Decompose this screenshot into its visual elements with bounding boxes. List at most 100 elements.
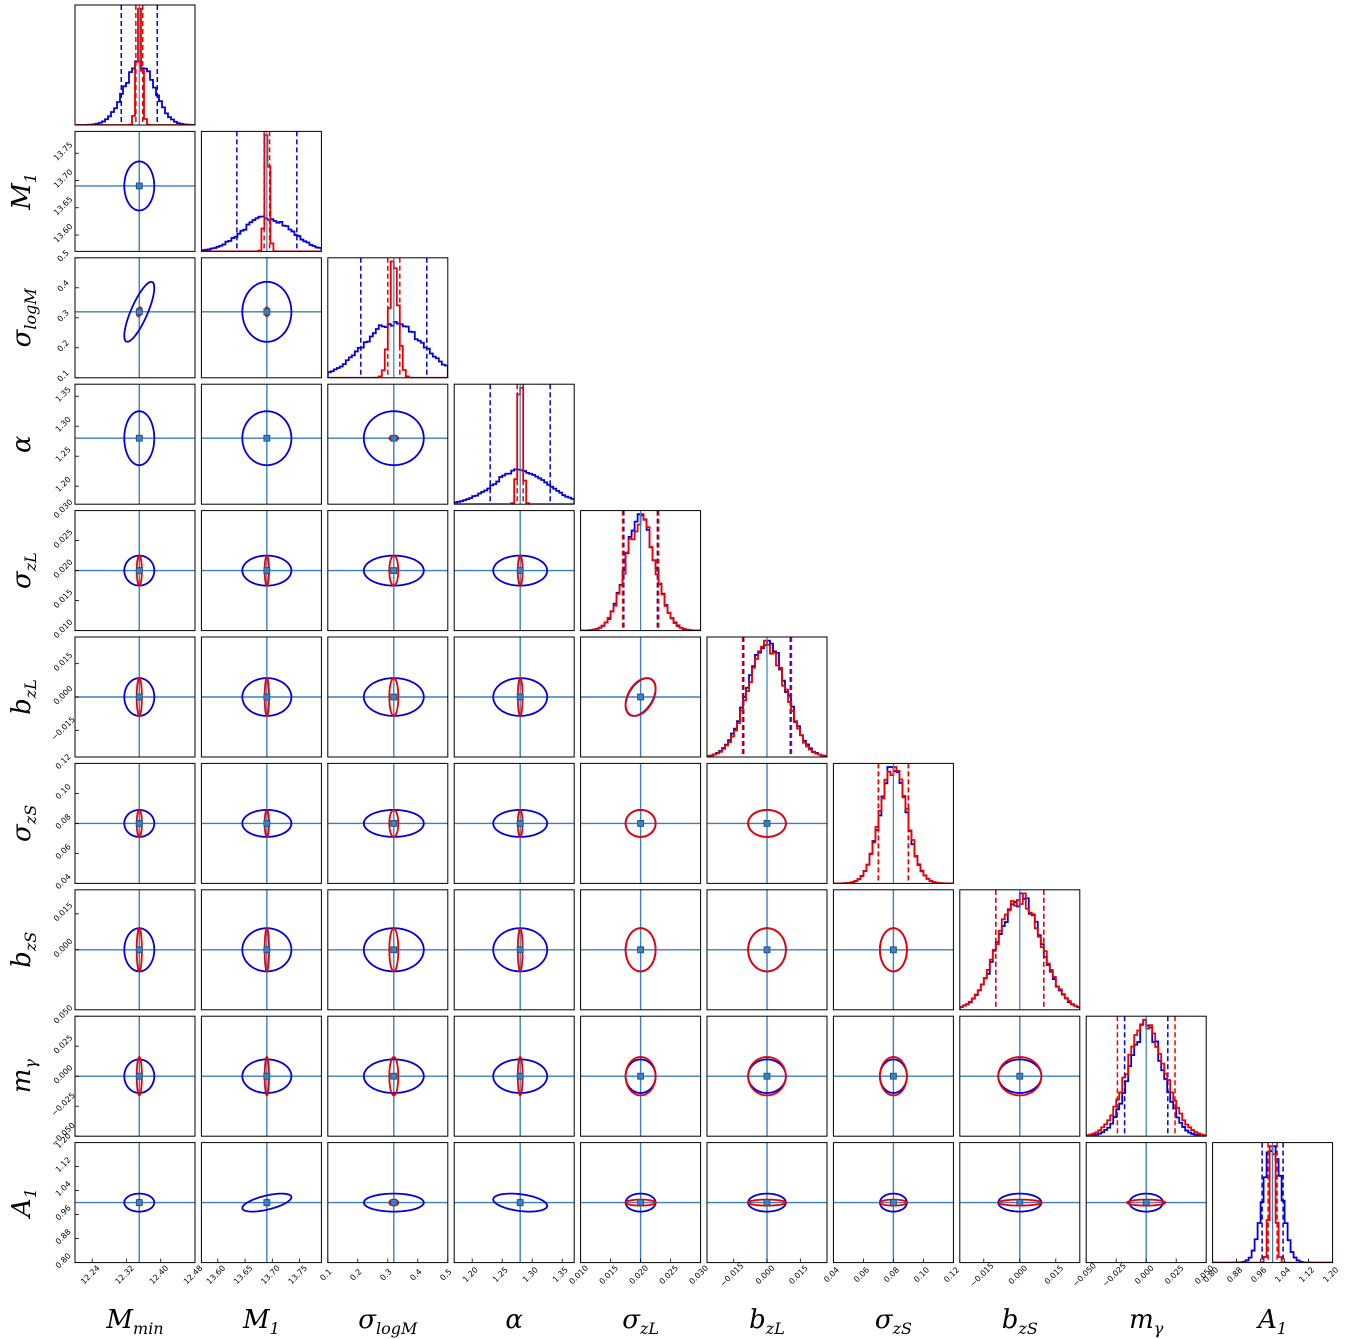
fiducial-marker (516, 567, 524, 574)
contour-panel-sigma_zS-vs-alpha (453, 762, 575, 884)
x-axis-label-Mmin: Mmin (105, 1305, 163, 1338)
contour-panel-m_gamma-vs-b_zL (706, 1015, 828, 1137)
fiducial-marker (637, 820, 644, 827)
x-tick-label: 12.40 (148, 1264, 171, 1287)
x-tick-label: 1.25 (491, 1265, 510, 1284)
x-tick-label: 12.32 (113, 1264, 136, 1287)
y-tick-label: 13.65 (52, 195, 75, 218)
contour-blue (123, 808, 156, 838)
contour-panel-sigma_zS-vs-Mmin: 0.04 0.06 0.08 0.10 0.12 (54, 752, 196, 891)
contour-red (878, 927, 908, 973)
x-axis-label-b_zS: bzS (1002, 1305, 1038, 1338)
panel-frame (327, 1015, 449, 1137)
x-tick-label: 13.60 (205, 1264, 228, 1287)
x-tick-label: −0.025 (1101, 1261, 1128, 1288)
panel-frame (327, 762, 449, 884)
fiducial-marker (637, 1199, 644, 1206)
panel-frame (453, 762, 575, 884)
y-tick-label: 0.3 (56, 308, 71, 323)
x-axis-label-alpha: α (505, 1305, 523, 1335)
panel-frame (200, 257, 322, 379)
contour-red (624, 927, 657, 973)
panel-frame (453, 889, 575, 1011)
y-tick-label: 0.020 (52, 558, 75, 581)
y-axis-label-A1: A1 (7, 1188, 40, 1219)
x-axis-label-M1: M1 (242, 1305, 280, 1338)
contour-blue (362, 410, 425, 467)
contour-panel-sigma_zL-vs-sigma_logM (327, 510, 449, 632)
contour-blue (241, 280, 293, 343)
y-axis-label-b_zS: bzS (7, 932, 40, 968)
contour-panel-sigma_zS-vs-M1 (200, 762, 322, 884)
contour-panel-b_zS-vs-sigma_logM (327, 889, 449, 1011)
x-tick-label: 0.4 (408, 1267, 423, 1282)
y-tick-label: −0.015 (50, 715, 77, 742)
panel-frame (327, 510, 449, 632)
x-tick-label: 0.2 (348, 1267, 363, 1282)
fiducial-marker (135, 308, 143, 316)
x-axis-label-m_gamma: mγ (1129, 1305, 1164, 1338)
y-axis-label-m_gamma: mγ (7, 1059, 40, 1094)
fiducial-marker (390, 567, 398, 574)
contour-blue (123, 1058, 156, 1094)
x-tick-label: 0.5 (438, 1267, 453, 1282)
panel-frame (959, 889, 1081, 1011)
contour-panel-m_gamma-vs-b_zS (959, 1015, 1081, 1137)
contour-panel-m_gamma-vs-sigma_zL (580, 1015, 702, 1137)
panel-frame (74, 1142, 196, 1264)
contour-panel-sigma_zS-vs-sigma_zL (580, 762, 702, 884)
contour-red (624, 1056, 657, 1097)
contour-blue (492, 1058, 549, 1094)
fiducial-marker (637, 946, 644, 954)
y-tick-label: 1.20 (54, 475, 73, 494)
panel-frame (453, 383, 575, 505)
fiducial-marker (637, 1072, 644, 1080)
contour-red (997, 1056, 1043, 1097)
y-tick-label: 0.5 (56, 248, 71, 263)
x-tick-label: 0.06 (852, 1265, 871, 1284)
y-tick-label: 0.10 (54, 782, 73, 801)
hist-panel-b_zS (959, 889, 1081, 1011)
panel-frame (832, 762, 954, 884)
panel-frame (327, 889, 449, 1011)
fiducial-marker (135, 693, 143, 701)
panel-frame (200, 889, 322, 1011)
fiducial-marker (263, 1072, 271, 1080)
panel-frame (200, 1015, 322, 1137)
contour-panel-b_zL-vs-Mmin: −0.015 0.000 0.015 (50, 636, 196, 758)
contour-panel-m_gamma-vs-M1 (200, 1015, 322, 1137)
contour-panel-sigma_zS-vs-sigma_logM (327, 762, 449, 884)
contour-blue (362, 1192, 425, 1213)
hist-panel-sigma_zS (832, 762, 954, 884)
panel-frame (453, 1015, 575, 1137)
contour-panel-b_zS-vs-b_zL (706, 889, 828, 1011)
fiducial-marker (516, 1199, 524, 1206)
x-tick-label: 0.3 (378, 1267, 393, 1282)
contour-blue (492, 677, 549, 717)
hist-panel-alpha (453, 383, 575, 505)
fiducial-marker (763, 946, 771, 954)
x-tick-label: 0.96 (1249, 1265, 1268, 1284)
contour-blue (241, 927, 293, 973)
panel-frame (580, 762, 702, 884)
panel-frame (453, 636, 575, 758)
y-tick-label: 0.000 (52, 937, 75, 960)
y-tick-label: 13.60 (52, 222, 75, 245)
x-tick-label: 0.10 (912, 1265, 931, 1284)
contour-blue (492, 554, 549, 587)
contour-blue (492, 927, 549, 973)
fiducial-marker (637, 693, 644, 701)
fiducial-marker (263, 820, 271, 827)
contour-blue (362, 677, 425, 717)
fiducial-marker (263, 693, 271, 701)
contour-panel-b_zS-vs-Mmin: 0.000 0.015 (52, 889, 196, 1011)
y-tick-label: 1.12 (54, 1155, 73, 1174)
panel-frame (200, 130, 322, 252)
panel-frame (74, 130, 196, 252)
y-tick-label: 0.04 (54, 872, 73, 891)
panel-frame (327, 636, 449, 758)
panel-frame (74, 383, 196, 505)
contour-red (388, 554, 400, 587)
contour-red (624, 677, 657, 717)
